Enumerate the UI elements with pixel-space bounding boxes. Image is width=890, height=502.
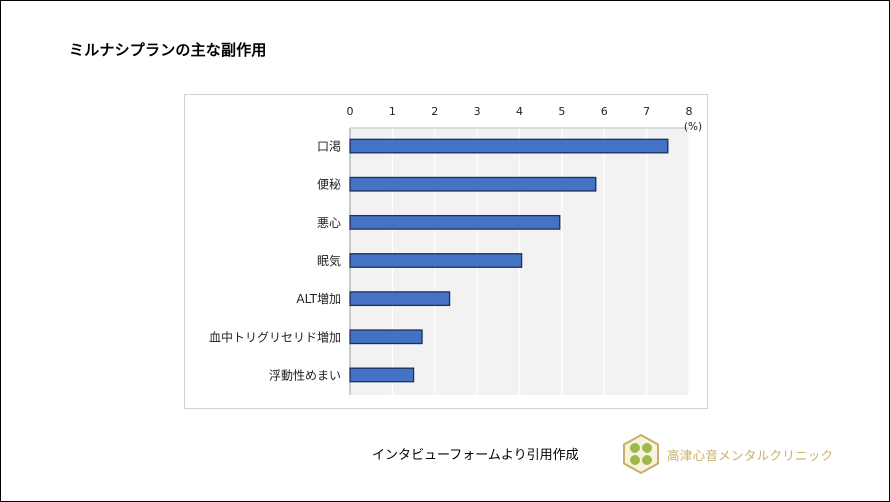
category-label: 口渇: [317, 140, 341, 154]
chart-container: 0 1 2 3 4 5 6 7 8 (%) 口渇便秘悪心眠気 ALT増加血中トリグリセリド増加浮動性め…: [184, 94, 708, 409]
bar: [349, 253, 523, 268]
category-label: 眠気: [317, 253, 341, 268]
x-tick-label: 6: [601, 105, 608, 118]
bar: [349, 176, 597, 192]
category-label: 便秘: [317, 178, 341, 192]
clinic-name: 高津心音メンタルクリニック: [667, 448, 834, 463]
bar: [349, 329, 423, 345]
x-tick-label: 3: [474, 105, 481, 118]
category-label: 悪心: [317, 216, 341, 230]
bar: [349, 291, 451, 307]
source-note: インタビューフォームより引用作成: [372, 448, 579, 463]
category-label: 浮動性めまい: [269, 368, 341, 382]
bar: [349, 138, 669, 154]
clinic-logo-icon: [623, 433, 659, 475]
x-tick-label: 5: [558, 105, 565, 118]
category-label: 血中トリグリセリド増加: [209, 329, 341, 344]
x-tick-label: 7: [643, 105, 650, 118]
bar: [349, 214, 561, 230]
x-tick-label: 2: [431, 105, 438, 118]
x-tick-label: 8: [686, 105, 693, 118]
x-tick-label: 4: [516, 105, 523, 118]
x-tick-label: 0: [347, 105, 354, 118]
category-label: ALT増加: [296, 292, 341, 306]
unit-label: (%): [684, 121, 702, 133]
slide-title: ミルナシプランの主な副作用: [69, 41, 267, 59]
bar: [349, 367, 415, 383]
x-tick-label: 1: [389, 105, 396, 118]
